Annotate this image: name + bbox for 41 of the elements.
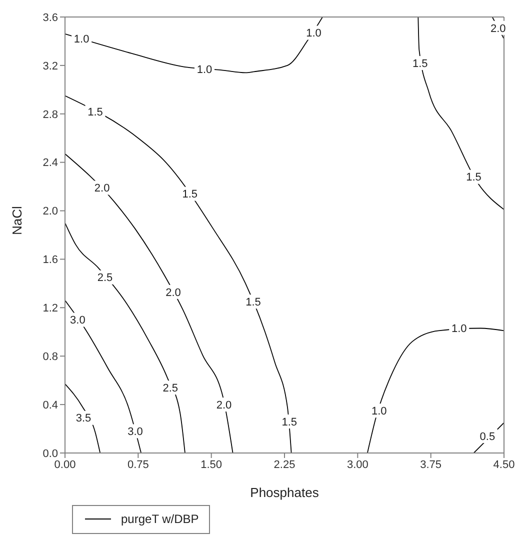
annotation: 3.5 xyxy=(76,412,92,425)
annotation: 2.5 xyxy=(162,382,178,394)
y-tick-label: 1.2 xyxy=(42,302,58,315)
x-tick-label: 3.00 xyxy=(346,458,368,471)
legend-label: purgeT w/DBP xyxy=(121,512,199,526)
annotation: 2.0 xyxy=(490,22,506,35)
annotation: 1.0 xyxy=(306,28,322,40)
x-tick-label: 1.50 xyxy=(200,458,222,471)
x-tick-label: 4.50 xyxy=(493,458,515,471)
annotation: 2.5 xyxy=(97,272,113,284)
annotation: 1.5 xyxy=(412,58,428,70)
x-tick-label: 3.75 xyxy=(420,458,442,471)
annotation: 1.5 xyxy=(88,106,103,118)
annotation: 1.5 xyxy=(466,172,482,184)
y-axis-title: NaCl xyxy=(10,206,25,235)
annotation: 2.0 xyxy=(94,182,110,195)
annotation: 2.0 xyxy=(216,399,232,412)
y-tick-label: 2.4 xyxy=(42,157,58,170)
annotation: 1.0 xyxy=(451,323,467,336)
annotation: 3.0 xyxy=(70,314,86,327)
y-tick-label: 0.0 xyxy=(42,448,58,460)
x-tick-label: 0.75 xyxy=(127,458,149,471)
y-tick-label: 0.4 xyxy=(42,399,58,412)
y-tick-label: 0.8 xyxy=(42,351,58,364)
annotation: 2.0 xyxy=(166,286,181,299)
annotation: 1.5 xyxy=(246,296,261,308)
x-axis-title: Phosphates xyxy=(250,485,320,500)
annotation: 1.5 xyxy=(182,188,198,201)
y-tick-label: 1.6 xyxy=(42,254,58,266)
annotation: 1.0 xyxy=(196,64,212,76)
annotation: 1.0 xyxy=(74,34,90,46)
annotation: 0.5 xyxy=(480,430,496,443)
y-tick-label: 3.2 xyxy=(42,60,58,72)
y-tick-label: 2.0 xyxy=(42,206,58,218)
annotation: 3.0 xyxy=(128,426,143,438)
y-tick-label: 3.6 xyxy=(42,12,58,24)
annotation: 1.0 xyxy=(371,405,387,418)
y-tick-label: 2.8 xyxy=(42,108,58,121)
x-tick-label: 2.25 xyxy=(274,458,296,471)
annotation: 1.5 xyxy=(282,416,298,428)
x-tick-label: 0.00 xyxy=(54,458,76,471)
